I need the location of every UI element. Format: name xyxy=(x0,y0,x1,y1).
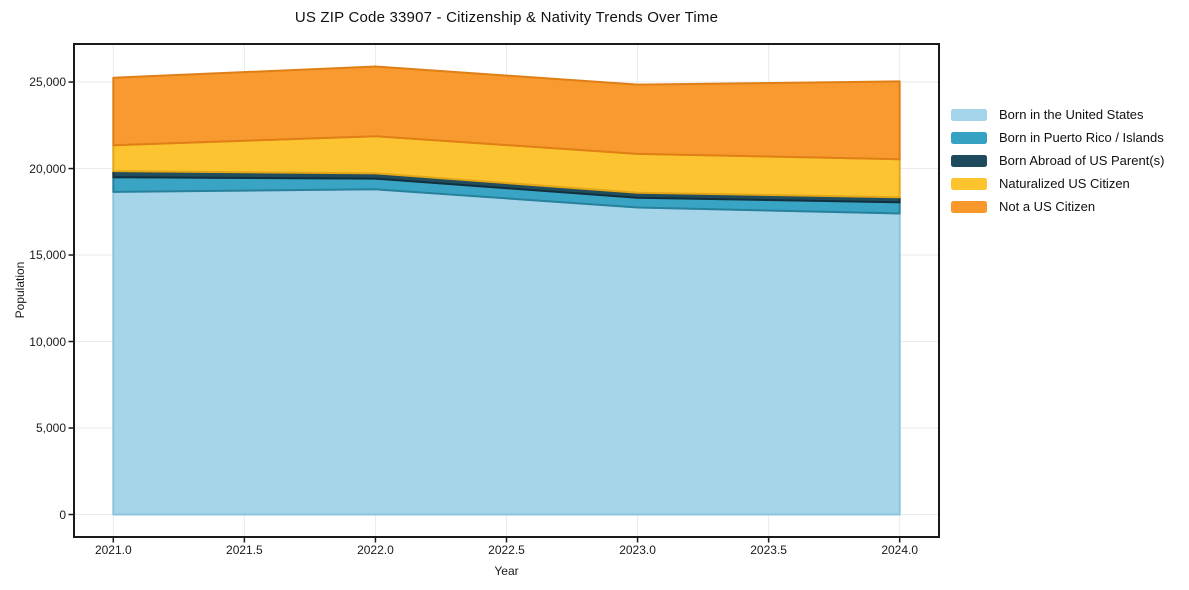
legend-label: Naturalized US Citizen xyxy=(999,176,1130,191)
legend-label: Born in the United States xyxy=(999,107,1144,122)
y-tick-label: 15,000 xyxy=(29,248,66,263)
legend-item: Born in Puerto Rico / Islands xyxy=(951,126,1164,149)
y-tick-label: 5,000 xyxy=(35,421,66,436)
legend-item: Born in the United States xyxy=(951,103,1164,126)
chart-title: US ZIP Code 33907 - Citizenship & Nativi… xyxy=(294,9,719,26)
x-tick-label: 2024.0 xyxy=(881,543,919,557)
y-tick-label: 10,000 xyxy=(29,334,66,349)
x-tick-label: 2021.0 xyxy=(94,543,132,557)
legend-swatch xyxy=(951,154,987,167)
legend-swatch xyxy=(951,200,987,213)
x-tick-label: 2022.0 xyxy=(357,543,394,557)
legend-swatch xyxy=(951,108,987,121)
x-tick-label: 2021.5 xyxy=(226,543,263,557)
legend-item: Not a US Citizen xyxy=(951,195,1164,218)
x-tick-label: 2023.0 xyxy=(619,543,656,557)
y-tick-label: 20,000 xyxy=(29,161,66,176)
x-tick-label: 2023.5 xyxy=(750,543,787,557)
legend-label: Born Abroad of US Parent(s) xyxy=(999,153,1165,168)
legend-label: Born in Puerto Rico / Islands xyxy=(999,130,1164,145)
x-tick-label: 2022.5 xyxy=(488,543,525,557)
area-series-4 xyxy=(112,65,901,161)
legend-item: Naturalized US Citizen xyxy=(951,172,1164,195)
legend-swatch xyxy=(951,177,987,190)
legend-item: Born Abroad of US Parent(s) xyxy=(951,149,1164,172)
x-axis-title: Year xyxy=(494,564,519,578)
legend-label: Not a US Citizen xyxy=(999,199,1096,214)
y-tick-label: 0 xyxy=(59,507,66,522)
y-tick-label: 25,000 xyxy=(29,75,66,90)
legend-swatch xyxy=(951,131,987,144)
legend: Born in the United States Born in Puerto… xyxy=(951,103,1164,218)
area-series-0 xyxy=(112,188,901,516)
